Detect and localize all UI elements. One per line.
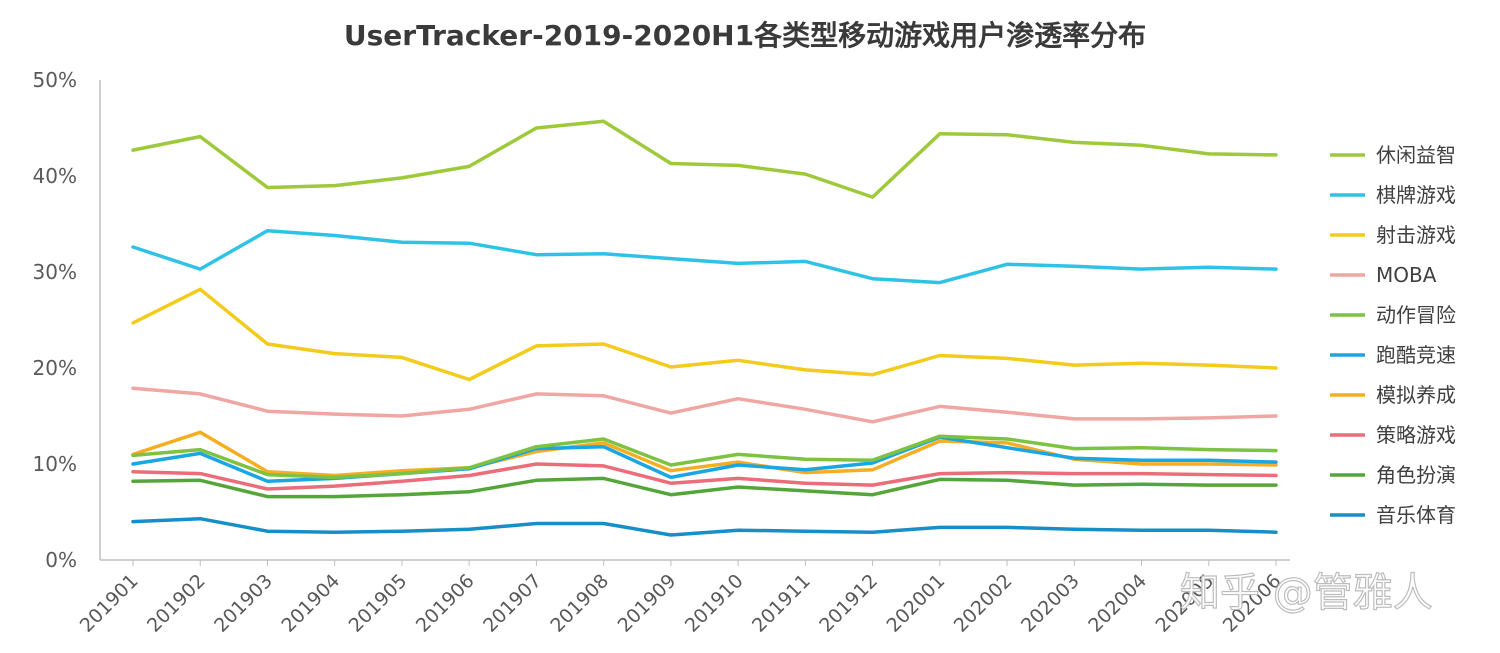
- x-tick-label: 201901: [76, 570, 143, 637]
- chart-title: UserTracker-2019-2020H1各类型移动游戏用户渗透率分布: [344, 19, 1146, 52]
- legend-label: MOBA: [1376, 263, 1437, 287]
- legend-item: 动作冒险: [1330, 303, 1456, 327]
- legend-label: 射击游戏: [1376, 223, 1456, 247]
- legend-item: 音乐体育: [1330, 503, 1456, 527]
- legend-item: 跑酷竞速: [1330, 343, 1456, 367]
- legend-label: 策略游戏: [1376, 423, 1456, 447]
- x-tick-label: 201904: [277, 570, 344, 637]
- series-line: [131, 430, 1278, 478]
- y-tick-label: 50%: [33, 68, 77, 92]
- legend-label: 模拟养成: [1376, 383, 1456, 407]
- legend-item: 射击游戏: [1330, 223, 1456, 247]
- legend-label: 棋牌游戏: [1376, 183, 1456, 207]
- legend-label: 角色扮演: [1376, 463, 1456, 487]
- series-line: [131, 386, 1278, 424]
- x-tick-label: 201910: [681, 570, 748, 637]
- legend-item: MOBA: [1330, 263, 1437, 287]
- series-line: [131, 434, 1278, 480]
- x-tick-label: 201903: [210, 570, 277, 637]
- series-layer: [131, 119, 1278, 537]
- x-tick-label: 201912: [815, 570, 882, 637]
- x-tick-label: 202001: [883, 570, 950, 637]
- x-tick-label: 202003: [1017, 570, 1084, 637]
- legend-item: 策略游戏: [1330, 423, 1456, 447]
- series-line: [131, 119, 1278, 199]
- series-line: [131, 435, 1278, 484]
- legend-item: 休闲益智: [1330, 143, 1456, 167]
- y-tick-label: 20%: [33, 356, 77, 380]
- legend-item: 角色扮演: [1330, 463, 1456, 487]
- x-tick-label: 201907: [479, 570, 546, 637]
- x-tick-label: 202004: [1084, 570, 1151, 637]
- x-tick-label: 201911: [748, 570, 815, 637]
- y-tick-label: 40%: [33, 164, 77, 188]
- x-tick-label: 201908: [546, 570, 613, 637]
- x-tick-label: 201905: [345, 570, 412, 637]
- x-tick-label: 201906: [412, 570, 479, 637]
- y-tick-label: 0%: [45, 548, 77, 572]
- x-tick-label: 201909: [614, 570, 681, 637]
- x-axis: 201901 201902 201903 201904 201905 201906 2019…: [76, 559, 1290, 637]
- series-line: [131, 287, 1278, 382]
- series-line: [131, 462, 1278, 491]
- series-line: [131, 228, 1278, 285]
- x-tick-label: 201902: [143, 570, 210, 637]
- series-line: [131, 476, 1278, 499]
- y-tick-label: 10%: [33, 452, 77, 476]
- watermark: 知乎 @管雅人: [1180, 570, 1433, 616]
- series-line: [131, 516, 1278, 537]
- legend-item: 棋牌游戏: [1330, 183, 1456, 207]
- legend-label: 动作冒险: [1376, 303, 1456, 327]
- legend-item: 模拟养成: [1330, 383, 1456, 407]
- x-tick-label: 202002: [950, 570, 1017, 637]
- legend-label: 音乐体育: [1376, 503, 1456, 527]
- y-tick-label: 30%: [33, 260, 77, 284]
- legend-label: 跑酷竞速: [1376, 343, 1456, 367]
- legend-label: 休闲益智: [1376, 143, 1456, 167]
- y-axis: 0% 10% 20% 30% 40% 50%: [33, 68, 101, 572]
